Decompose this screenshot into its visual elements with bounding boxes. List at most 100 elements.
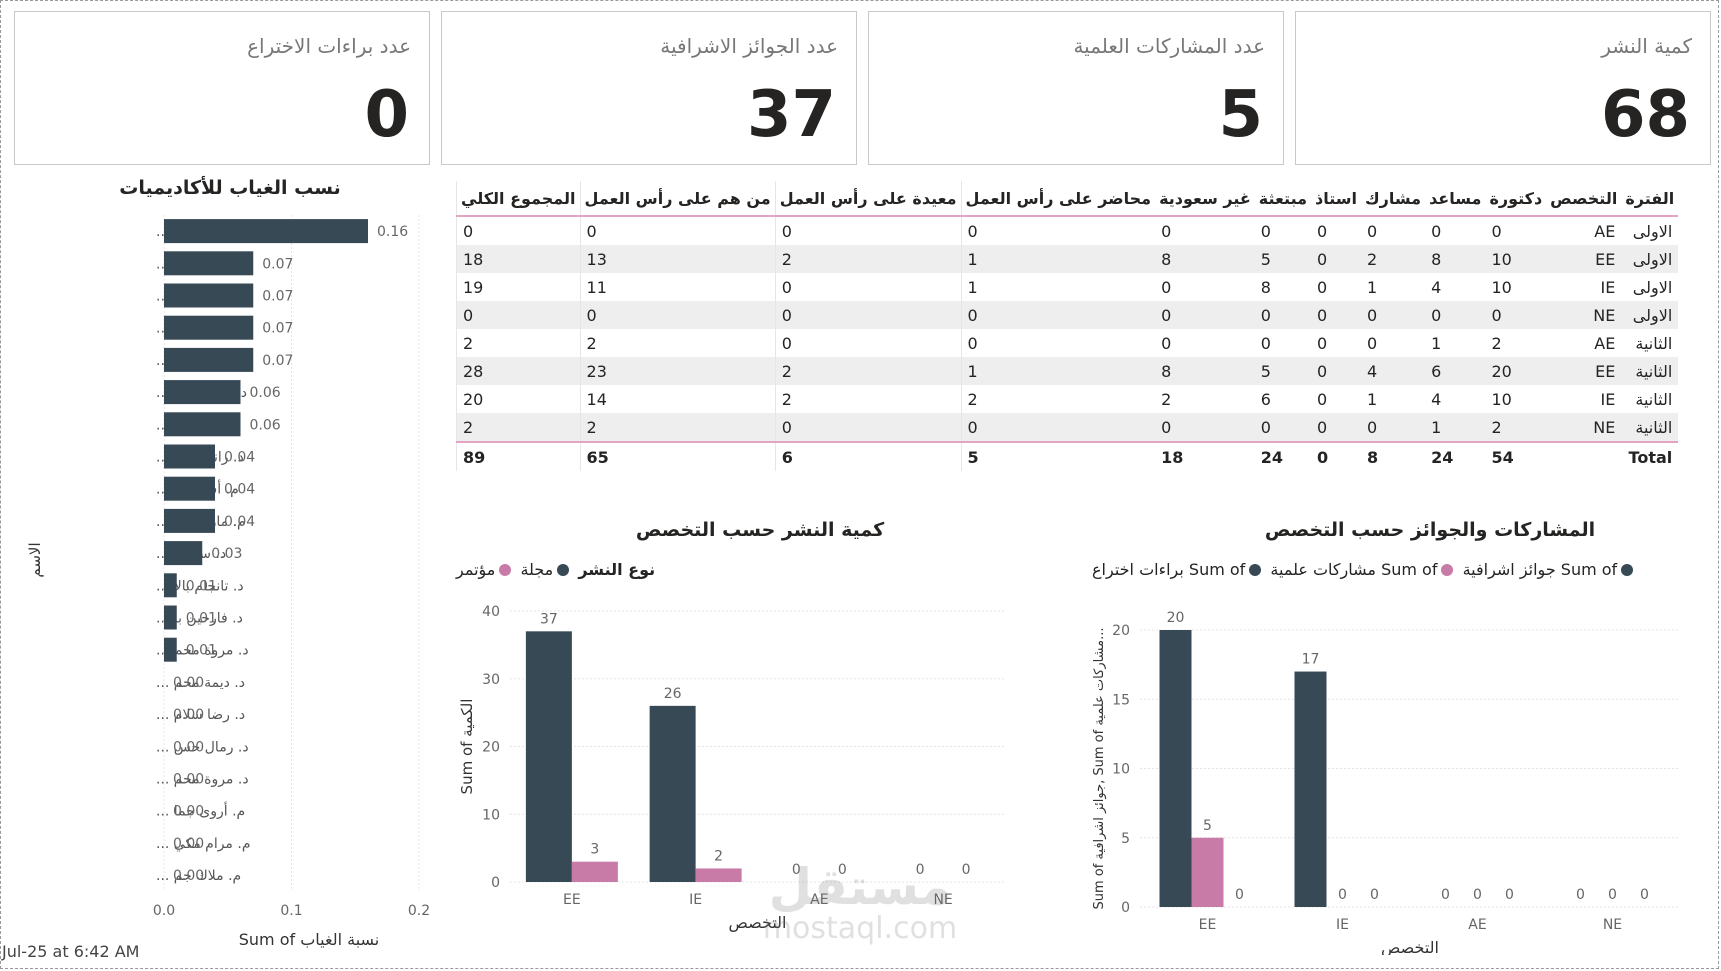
cell-period: الثانية: [1635, 333, 1673, 353]
cell-ta: 0: [774, 413, 962, 442]
cell-grand-total: 28: [456, 357, 581, 385]
data-label: 37: [540, 611, 558, 627]
legend-item-participations[interactable]: Sum of مشاركات علمية: [1270, 560, 1438, 579]
y-tick-label: 15: [1112, 692, 1130, 708]
col-header-professor[interactable]: استاذ: [1311, 181, 1361, 217]
col-header-non-saudi[interactable]: غير سعودية: [1155, 181, 1255, 217]
bar: [164, 412, 241, 437]
card-value: 0: [364, 78, 409, 152]
total-row[interactable]: Total 54 24 8 0 24 18 5 6 65 89: [456, 441, 1679, 471]
y-tick-label: 10: [1112, 762, 1130, 778]
watermark-arabic: مستقل: [768, 858, 952, 916]
category-label: د. رمال حس ...: [156, 739, 249, 755]
col-header-specialty[interactable]: التخصص: [1546, 181, 1622, 217]
cell-assistant: 1: [1425, 413, 1486, 442]
card-value: 37: [746, 78, 836, 152]
col-header-associate[interactable]: مشارك: [1360, 181, 1426, 217]
data-label: 0: [838, 862, 847, 878]
cell-period: الاولى: [1621, 301, 1679, 329]
col-header-scholarship[interactable]: مبتعثة: [1254, 181, 1312, 217]
category-label: د. مروة محم ...: [156, 643, 249, 659]
bar: [164, 508, 215, 533]
col-header-grand-total[interactable]: المجموع الكلي: [456, 181, 581, 217]
card-patents[interactable]: عدد براءات الاختراع 0: [14, 11, 430, 165]
cell-active: 0: [579, 216, 776, 245]
cell-ta: 2: [774, 245, 962, 273]
cell-assistant: 1: [1431, 333, 1442, 353]
cell-lecturer: 1: [960, 357, 1156, 385]
cell-scholarship: 5: [1254, 357, 1312, 385]
bar: [164, 315, 254, 340]
cell-professor: 0: [1311, 301, 1361, 329]
col-header-assistant[interactable]: مساعد: [1425, 181, 1486, 217]
legend-item-conference[interactable]: مؤتمر: [456, 560, 496, 579]
card-awards[interactable]: عدد الجوائز الاشرافية 37: [441, 11, 857, 165]
pub-chart-legend[interactable]: نوع النشر مجلة مؤتمر: [456, 560, 655, 579]
publication-chart[interactable]: 0 10 20 30 40 37 3 EE 26 2 IE 0 0 AE 0 0 NE التخصص Sum of …: [450, 590, 1010, 945]
total-grand-total: 89: [456, 441, 581, 471]
x-tick-label: EE: [1199, 917, 1217, 933]
bar: [164, 347, 254, 372]
legend-item-journal[interactable]: مجلة: [520, 560, 554, 579]
card-participations[interactable]: عدد المشاركات العلمية 5: [868, 11, 1284, 165]
col-header-period[interactable]: الفترة: [1621, 181, 1679, 217]
cell-grand-total: 19: [456, 273, 581, 301]
table-row[interactable]: الثانية IE 10 4 1 0 6 2 2 2 14 20: [456, 385, 1679, 413]
cell-associate: 1: [1366, 389, 1378, 409]
data-label: 0.00: [173, 739, 204, 755]
data-label: 0.03: [211, 546, 242, 562]
total-doctor: 54: [1485, 441, 1547, 471]
x-tick-label: 0.0: [153, 903, 175, 919]
cell-assistant: 4: [1431, 389, 1442, 409]
category-label: د. رضا سلام ...: [156, 707, 245, 723]
cell-lecturer: 0: [960, 413, 1156, 442]
col-header-active[interactable]: من هم على رأس العمل: [579, 181, 776, 217]
x-tick-label: 0.1: [280, 903, 302, 919]
matrix-body: الاولى AE 0 0 0 0 0 0 0 0 0 0 الاولى EE 10 8 2 0 5 8 1 2 13 18 ا…: [456, 216, 1679, 471]
summary-matrix[interactable]: الفترة التخصص دكتورة مساعد مشارك استاذ م…: [456, 181, 1679, 471]
cell-grand-total: 2: [456, 329, 581, 357]
total-ta: 6: [774, 441, 962, 471]
col-header-doctor[interactable]: دكتورة: [1485, 181, 1547, 217]
table-row[interactable]: الاولى EE 10 8 2 0 5 8 1 2 13 18: [456, 245, 1679, 273]
data-label: 0: [1473, 887, 1482, 903]
table-row[interactable]: الاولى IE 10 4 1 0 8 0 1 0 11 19: [456, 273, 1679, 301]
data-label: 0.00: [173, 675, 204, 691]
bar: [1294, 671, 1327, 907]
x-axis-title: Sum of نسبة الغياب: [239, 930, 380, 949]
data-label: 5: [1203, 818, 1212, 834]
data-label: 0: [962, 862, 971, 878]
total-professor: 0: [1311, 441, 1361, 471]
legend-item-awards[interactable]: Sum of جوائز اشرافية: [1462, 560, 1618, 579]
x-tick-label: NE: [1603, 917, 1622, 933]
table-row[interactable]: الاولى NE 0 0 0 0 0 0 0 0 0 0: [456, 301, 1679, 329]
y-axis-title: Sum of الكمية: [458, 699, 476, 795]
cell-professor: 0: [1317, 221, 1328, 241]
cell-professor: 0: [1311, 245, 1361, 273]
x-axis-title: التخصص: [1381, 938, 1439, 955]
data-label: 0.04: [224, 450, 255, 466]
cell-assistant: 8: [1425, 245, 1486, 273]
table-row[interactable]: الثانية AE 2 1 0 0 0 0 0 0 2 2: [456, 329, 1679, 357]
cell-non-saudi: 0: [1155, 301, 1255, 329]
bar: [164, 637, 177, 662]
col-header-lecturer[interactable]: محاضر على رأس العمل: [960, 181, 1156, 217]
legend-item-patents[interactable]: Sum of براءات اختراع: [1092, 560, 1246, 579]
cell-doctor: 10: [1491, 277, 1512, 297]
cell-doctor: 20: [1485, 357, 1547, 385]
table-row[interactable]: الثانية EE 20 6 4 0 5 8 1 2 23 28: [456, 357, 1679, 385]
cell-scholarship: 0: [1260, 333, 1271, 353]
card-publications[interactable]: كمية النشر 68: [1295, 11, 1711, 165]
cell-active: 23: [579, 357, 776, 385]
table-row[interactable]: الثانية NE 2 1 0 0 0 0 0 0 2 2: [456, 413, 1679, 442]
col-header-ta[interactable]: معيدة على رأس العمل: [774, 181, 962, 217]
table-row[interactable]: الاولى AE 0 0 0 0 0 0 0 0 0 0: [456, 216, 1679, 245]
part-chart-legend[interactable]: Sum of جوائز اشرافية Sum of مشاركات علمي…: [1092, 560, 1637, 579]
participation-chart[interactable]: 0 5 10 15 20 20 5 0 EE 17 0 0 IE 0 0 0 AE 0 0 0 NE التخصص Sum …: [1085, 590, 1685, 955]
absence-chart[interactable]: 0.00.10.2د. شفاء عبد ...0.16د. أنفال يحي…: [14, 205, 434, 955]
bar: [164, 444, 215, 469]
cell-professor: 0: [1317, 333, 1328, 353]
data-label: 0.04: [224, 482, 255, 498]
cell-scholarship: 5: [1254, 245, 1312, 273]
cell-specialty: IE: [1600, 277, 1616, 297]
